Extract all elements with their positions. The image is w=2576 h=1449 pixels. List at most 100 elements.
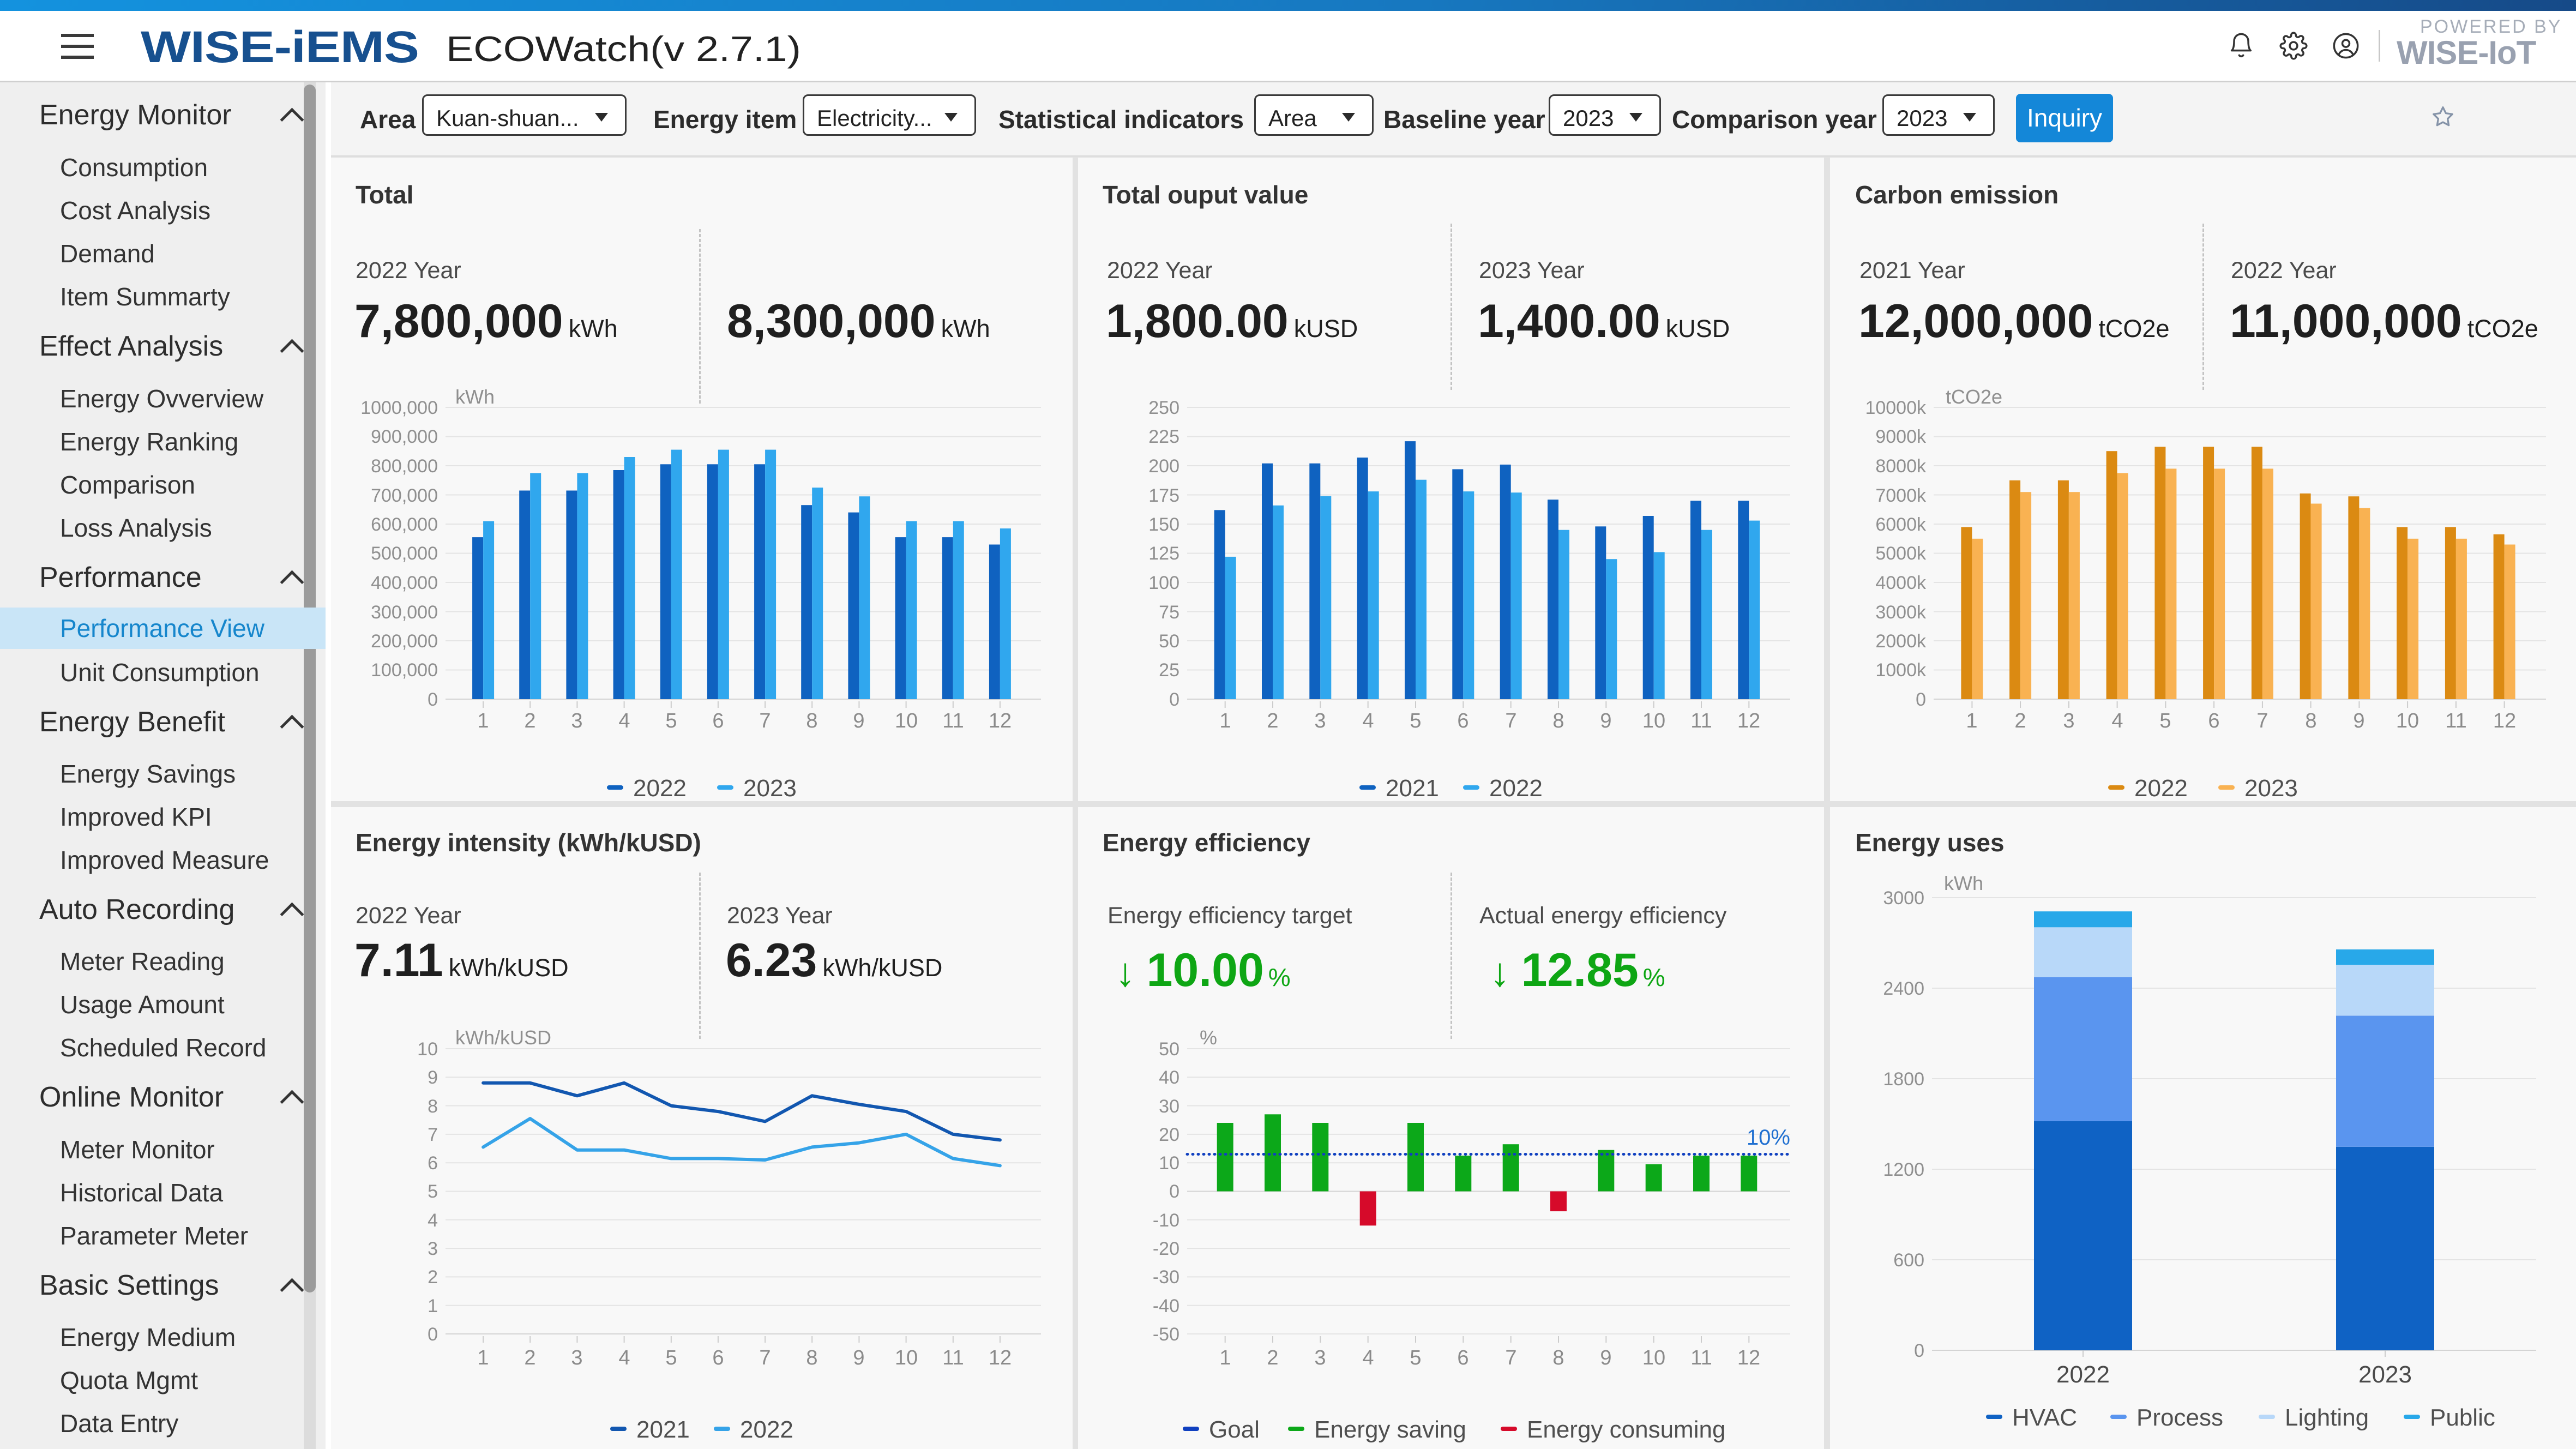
svg-text:8: 8 [428, 1096, 438, 1117]
svg-text:10: 10 [1159, 1153, 1179, 1174]
svg-text:2023: 2023 [2358, 1361, 2412, 1388]
svg-text:30: 30 [1159, 1096, 1179, 1117]
svg-text:1: 1 [428, 1296, 438, 1316]
svg-text:2400: 2400 [1883, 978, 1924, 999]
svg-text:25: 25 [1159, 660, 1179, 681]
svg-text:9: 9 [428, 1067, 438, 1088]
svg-text:2022: 2022 [633, 775, 687, 802]
svg-text:40: 40 [1159, 1067, 1179, 1088]
svg-text:10: 10 [1642, 1346, 1665, 1369]
svg-text:7: 7 [1505, 1346, 1516, 1369]
svg-text:8: 8 [806, 1346, 817, 1369]
svg-text:900,000: 900,000 [371, 426, 438, 447]
svg-text:0: 0 [428, 689, 438, 710]
svg-text:1: 1 [1219, 1346, 1231, 1369]
svg-text:12: 12 [1737, 710, 1760, 732]
svg-text:100,000: 100,000 [371, 660, 438, 681]
svg-text:0: 0 [428, 1324, 438, 1345]
svg-text:5000k: 5000k [1875, 543, 1927, 564]
svg-text:1000,000: 1000,000 [360, 398, 438, 418]
svg-text:9: 9 [853, 1346, 864, 1369]
svg-text:6: 6 [712, 710, 724, 732]
svg-text:2000k: 2000k [1875, 631, 1927, 652]
svg-text:7: 7 [2256, 710, 2268, 732]
svg-text:4: 4 [618, 710, 630, 732]
svg-text:700,000: 700,000 [371, 485, 438, 506]
svg-text:Lighting: Lighting [2285, 1404, 2369, 1431]
svg-text:1: 1 [477, 1346, 489, 1369]
svg-text:6: 6 [2208, 710, 2219, 732]
svg-text:2: 2 [428, 1267, 438, 1288]
svg-text:%: % [1200, 1026, 1217, 1049]
svg-text:-10: -10 [1153, 1210, 1179, 1231]
svg-text:7: 7 [759, 710, 771, 732]
svg-text:9: 9 [2353, 710, 2364, 732]
svg-text:10%: 10% [1747, 1126, 1790, 1150]
svg-text:3000: 3000 [1883, 888, 1924, 909]
svg-text:kWh/kUSD: kWh/kUSD [455, 1026, 551, 1049]
svg-text:Public: Public [2430, 1404, 2495, 1431]
svg-text:20: 20 [1159, 1125, 1179, 1145]
svg-text:12: 12 [1737, 1346, 1760, 1369]
svg-text:1800: 1800 [1883, 1069, 1924, 1090]
svg-text:11: 11 [2445, 710, 2466, 732]
svg-text:0: 0 [1169, 689, 1179, 710]
svg-text:8000k: 8000k [1875, 456, 1927, 477]
svg-text:4: 4 [1362, 710, 1374, 732]
svg-text:100: 100 [1148, 573, 1179, 593]
svg-text:600: 600 [1893, 1250, 1924, 1271]
svg-text:tCO2e: tCO2e [1946, 386, 2002, 408]
svg-text:7: 7 [428, 1125, 438, 1145]
svg-text:175: 175 [1148, 485, 1179, 506]
svg-text:10: 10 [2396, 710, 2419, 732]
svg-text:12: 12 [2493, 710, 2516, 732]
svg-text:150: 150 [1148, 514, 1179, 535]
svg-text:2: 2 [1267, 1346, 1278, 1369]
svg-text:Process: Process [2136, 1404, 2223, 1431]
svg-text:9: 9 [1600, 710, 1611, 732]
svg-text:kWh: kWh [455, 386, 495, 408]
svg-text:4: 4 [1362, 1346, 1374, 1369]
svg-text:2: 2 [524, 710, 535, 732]
svg-text:5: 5 [665, 710, 677, 732]
svg-text:800,000: 800,000 [371, 456, 438, 477]
svg-text:5: 5 [1410, 1346, 1421, 1369]
svg-text:Energy consuming: Energy consuming [1527, 1416, 1725, 1443]
svg-text:10: 10 [417, 1039, 438, 1060]
svg-text:10000k: 10000k [1865, 398, 1927, 418]
svg-text:0: 0 [1914, 1340, 1924, 1361]
svg-text:200,000: 200,000 [371, 631, 438, 652]
svg-text:3: 3 [428, 1238, 438, 1259]
svg-text:2022: 2022 [2056, 1361, 2110, 1388]
svg-text:7: 7 [759, 1346, 771, 1369]
svg-text:500,000: 500,000 [371, 543, 438, 564]
svg-text:3000k: 3000k [1875, 602, 1927, 623]
svg-text:50: 50 [1159, 631, 1179, 652]
svg-text:0: 0 [1916, 689, 1926, 710]
svg-text:Energy saving: Energy saving [1314, 1416, 1466, 1443]
svg-text:9000k: 9000k [1875, 426, 1927, 447]
svg-text:12: 12 [989, 1346, 1012, 1369]
svg-text:10: 10 [895, 1346, 918, 1369]
svg-text:11: 11 [1690, 1346, 1712, 1369]
svg-text:225: 225 [1148, 426, 1179, 447]
svg-text:11: 11 [942, 710, 964, 732]
svg-text:8: 8 [1552, 710, 1564, 732]
svg-text:-30: -30 [1153, 1267, 1179, 1288]
svg-text:125: 125 [1148, 543, 1179, 564]
svg-text:1200: 1200 [1883, 1159, 1924, 1180]
svg-text:5: 5 [1410, 710, 1421, 732]
svg-text:-20: -20 [1153, 1238, 1179, 1259]
svg-text:4: 4 [2111, 710, 2123, 732]
svg-text:4: 4 [428, 1210, 438, 1231]
svg-text:250: 250 [1148, 398, 1179, 418]
svg-text:6000k: 6000k [1875, 514, 1927, 535]
svg-text:5: 5 [665, 1346, 677, 1369]
svg-text:9: 9 [1600, 1346, 1611, 1369]
svg-text:1: 1 [1219, 710, 1231, 732]
svg-text:2022: 2022 [740, 1416, 793, 1443]
svg-text:HVAC: HVAC [2012, 1404, 2077, 1431]
svg-text:1000k: 1000k [1875, 660, 1927, 681]
svg-text:4000k: 4000k [1875, 573, 1927, 593]
svg-text:3: 3 [1314, 710, 1326, 732]
